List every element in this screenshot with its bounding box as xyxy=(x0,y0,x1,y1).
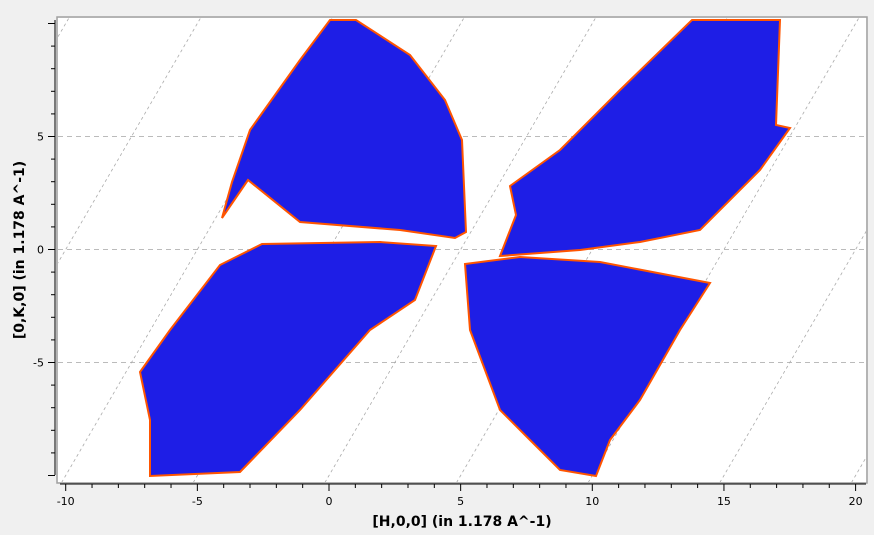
detector-wedge xyxy=(221,19,468,240)
x-axis-label: [H,0,0] (in 1.178 A^-1) xyxy=(372,514,551,530)
y-axis-label: [0,K,0] (in 1.178 A^-1) xyxy=(12,161,28,339)
x-tick-label: -5 xyxy=(192,495,203,508)
y-tick-label: 5 xyxy=(37,131,44,144)
y-tick-label: -5 xyxy=(33,357,44,370)
x-tick-label: 15 xyxy=(717,495,731,508)
detector-wedge xyxy=(138,240,438,478)
plot-frame xyxy=(56,16,868,484)
x-tick-label: -10 xyxy=(57,495,75,508)
detector-wedge xyxy=(463,255,712,478)
x-tick-label: 0 xyxy=(326,495,333,508)
x-tick-label: 20 xyxy=(849,495,863,508)
heatmap-data xyxy=(138,19,792,478)
x-tick-label: 5 xyxy=(457,495,464,508)
y-tick-label: 0 xyxy=(37,244,44,257)
y-axis: -5 0 5 xyxy=(33,23,55,476)
x-axis: -10 -5 0 5 10 15 20 xyxy=(57,484,863,508)
x-tick-label: 10 xyxy=(585,495,599,508)
detector-wedge xyxy=(498,19,792,258)
